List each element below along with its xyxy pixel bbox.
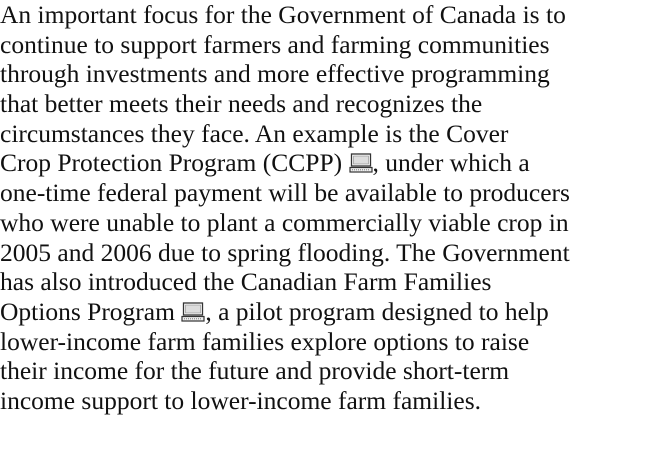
text: 2005 and 2006 due to spring flooding. Th… xyxy=(0,237,570,267)
text: that better meets their needs and recogn… xyxy=(0,89,483,119)
text: has also introduced the Canadian Farm Fa… xyxy=(0,267,492,297)
text-line: that better meets their needs and recogn… xyxy=(0,89,665,119)
text-line: An important focus for the Government of… xyxy=(0,0,665,30)
text: income support to lower-income farm fami… xyxy=(0,385,482,415)
text: who were unable to plant a commercially … xyxy=(0,207,569,237)
text: their income for the future and provide … xyxy=(0,356,510,386)
text: one-time federal payment will be availab… xyxy=(0,178,570,208)
text: , a pilot program designed to help xyxy=(205,296,549,326)
text-line: Options Program , a pilot program design… xyxy=(0,297,665,327)
text: through investments and more effective p… xyxy=(0,59,550,89)
text: , under which a xyxy=(372,148,530,178)
text-line: through investments and more effective p… xyxy=(0,59,665,89)
text: lower-income farm families explore optio… xyxy=(0,326,530,356)
text: continue to support farmers and farming … xyxy=(0,29,550,59)
text-line: 2005 and 2006 due to spring flooding. Th… xyxy=(0,238,665,268)
text-line: one-time federal payment will be availab… xyxy=(0,178,665,208)
text-line: their income for the future and provide … xyxy=(0,356,665,386)
computer-icon[interactable] xyxy=(348,153,373,174)
text-line: has also introduced the Canadian Farm Fa… xyxy=(0,267,665,297)
text-line: income support to lower-income farm fami… xyxy=(0,386,665,416)
text-line: lower-income farm families explore optio… xyxy=(0,327,665,357)
text-line: continue to support farmers and farming … xyxy=(0,30,665,60)
text-line: who were unable to plant a commercially … xyxy=(0,208,665,238)
text: An important focus for the Government of… xyxy=(0,0,566,29)
text-line: circumstances they face. An example is t… xyxy=(0,119,665,149)
text: Options Program xyxy=(0,296,182,326)
text-line: Crop Protection Program (CCPP) , under w… xyxy=(0,148,665,178)
text: circumstances they face. An example is t… xyxy=(0,118,509,148)
text: Crop Protection Program (CCPP) xyxy=(0,148,349,178)
computer-icon[interactable] xyxy=(181,302,205,322)
